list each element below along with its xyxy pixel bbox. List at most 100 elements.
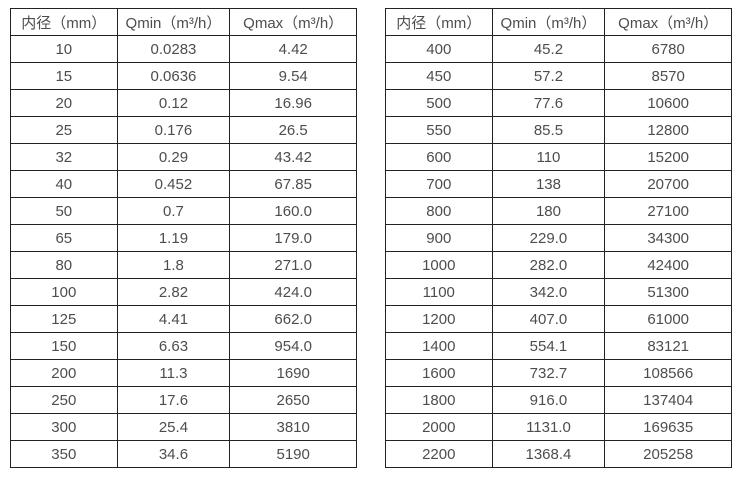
table-cell: 0.0636 (116, 62, 231, 90)
table-cell: 40 (10, 170, 118, 198)
table-cell: 250 (10, 386, 118, 414)
table-header: 内径（mm） Qmin（m³/h） Qmax（m³/h） (385, 8, 732, 36)
table-cell: 2.82 (116, 278, 231, 306)
table-cell: 1600 (385, 359, 493, 387)
table-cell: 179.0 (229, 224, 357, 252)
table-cell: 500 (385, 89, 493, 117)
column-header-diameter: 内径（mm） (385, 8, 493, 36)
table-cell: 2650 (229, 386, 357, 414)
table-row: 100 2.82 424.0 (10, 278, 357, 306)
table-cell: 10600 (604, 89, 732, 117)
table-row: 125 4.41 662.0 (10, 305, 357, 333)
table-cell: 1400 (385, 332, 493, 360)
table-row: 20 0.12 16.96 (10, 89, 357, 117)
table-cell: 32 (10, 143, 118, 171)
table-cell: 0.0283 (116, 35, 231, 63)
table-cell: 61000 (604, 305, 732, 333)
header-row: 内径（mm） Qmin（m³/h） Qmax（m³/h） (385, 8, 732, 36)
table-cell: 0.452 (116, 170, 231, 198)
table-cell: 169635 (604, 413, 732, 441)
table-cell: 25.4 (116, 413, 231, 441)
table-cell: 15 (10, 62, 118, 90)
table-row: 550 85.5 12800 (385, 116, 732, 144)
spec-table-small-diameters: 内径（mm） Qmin（m³/h） Qmax（m³/h） 10 0.0283 4.4… (10, 8, 357, 468)
table-row: 1400 554.1 83121 (385, 332, 732, 360)
table-cell: 10 (10, 35, 118, 63)
table-cell: 350 (10, 440, 118, 468)
table-cell: 1.8 (116, 251, 231, 279)
table-row: 150 6.63 954.0 (10, 332, 357, 360)
table-cell: 20 (10, 89, 118, 117)
table-cell: 160.0 (229, 197, 357, 225)
table-row: 1100 342.0 51300 (385, 278, 732, 306)
table-cell: 42400 (604, 251, 732, 279)
table-cell: 2200 (385, 440, 493, 468)
table-cell: 4.41 (116, 305, 231, 333)
table-row: 2200 1368.4 205258 (385, 440, 732, 468)
table-cell: 600 (385, 143, 493, 171)
table-row: 15 0.0636 9.54 (10, 62, 357, 90)
table-cell: 34300 (604, 224, 732, 252)
table-row: 900 229.0 34300 (385, 224, 732, 252)
table-row: 65 1.19 179.0 (10, 224, 357, 252)
table-cell: 11.3 (116, 359, 231, 387)
table-row: 25 0.176 26.5 (10, 116, 357, 144)
column-header-diameter: 内径（mm） (10, 8, 118, 36)
table-cell: 110 (491, 143, 606, 171)
table-row: 80 1.8 271.0 (10, 251, 357, 279)
table-cell: 700 (385, 170, 493, 198)
table-cell: 137404 (604, 386, 732, 414)
table-cell: 6780 (604, 35, 732, 63)
table-header: 内径（mm） Qmin（m³/h） Qmax（m³/h） (10, 8, 357, 36)
table-row: 50 0.7 160.0 (10, 197, 357, 225)
table-cell: 80 (10, 251, 118, 279)
table-cell: 732.7 (491, 359, 606, 387)
table-cell: 20700 (604, 170, 732, 198)
table-cell: 125 (10, 305, 118, 333)
table-cell: 16.96 (229, 89, 357, 117)
table-cell: 271.0 (229, 251, 357, 279)
table-row: 500 77.6 10600 (385, 89, 732, 117)
table-row: 300 25.4 3810 (10, 413, 357, 441)
table-cell: 954.0 (229, 332, 357, 360)
table-cell: 12800 (604, 116, 732, 144)
table-cell: 34.6 (116, 440, 231, 468)
table-cell: 8570 (604, 62, 732, 90)
table-row: 1800 916.0 137404 (385, 386, 732, 414)
table-cell: 5190 (229, 440, 357, 468)
table-cell: 1690 (229, 359, 357, 387)
table-cell: 300 (10, 413, 118, 441)
table-cell: 4.42 (229, 35, 357, 63)
table-cell: 43.42 (229, 143, 357, 171)
table-cell: 150 (10, 332, 118, 360)
table-cell: 2000 (385, 413, 493, 441)
table-row: 200 11.3 1690 (10, 359, 357, 387)
table-cell: 916.0 (491, 386, 606, 414)
table-row: 10 0.0283 4.42 (10, 35, 357, 63)
table-cell: 407.0 (491, 305, 606, 333)
table-cell: 900 (385, 224, 493, 252)
table-cell: 6.63 (116, 332, 231, 360)
table-cell: 85.5 (491, 116, 606, 144)
table-cell: 77.6 (491, 89, 606, 117)
table-cell: 205258 (604, 440, 732, 468)
spec-table-body-1: 400 45.2 6780 450 57.2 8570 500 77.6 10600 550 85.… (385, 35, 732, 468)
table-cell: 0.29 (116, 143, 231, 171)
table-cell: 17.6 (116, 386, 231, 414)
table-cell: 67.85 (229, 170, 357, 198)
table-row: 450 57.2 8570 (385, 62, 732, 90)
table-cell: 1100 (385, 278, 493, 306)
column-header-qmin: Qmin（m³/h） (491, 8, 606, 36)
table-cell: 45.2 (491, 35, 606, 63)
table-row: 800 180 27100 (385, 197, 732, 225)
header-row: 内径（mm） Qmin（m³/h） Qmax（m³/h） (10, 8, 357, 36)
table-cell: 15200 (604, 143, 732, 171)
table-cell: 450 (385, 62, 493, 90)
column-header-qmin: Qmin（m³/h） (116, 8, 231, 36)
table-cell: 100 (10, 278, 118, 306)
table-cell: 108566 (604, 359, 732, 387)
table-cell: 27100 (604, 197, 732, 225)
table-cell: 554.1 (491, 332, 606, 360)
table-row: 1200 407.0 61000 (385, 305, 732, 333)
table-cell: 138 (491, 170, 606, 198)
